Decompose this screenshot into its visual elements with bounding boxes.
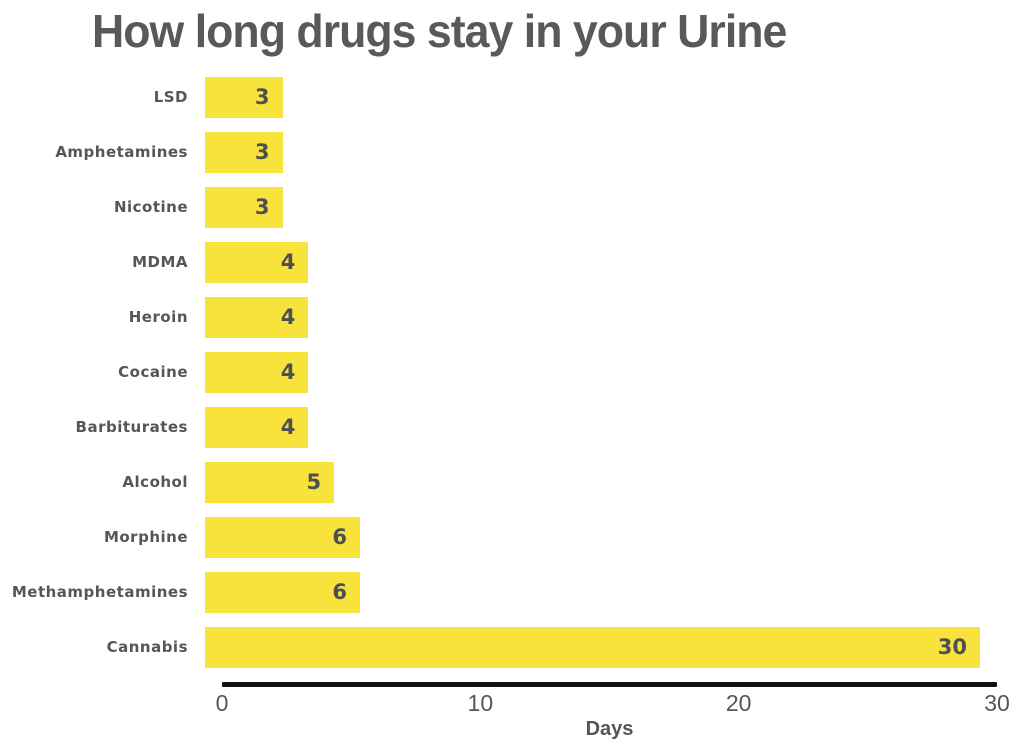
bar-row: Cannabis 30: [0, 626, 1024, 668]
bar-value-label: 5: [306, 470, 322, 495]
bar-track: 3: [205, 186, 980, 228]
category-label: Morphine: [103, 528, 188, 547]
bar-row: Alcohol 5: [0, 461, 1024, 503]
bar: 4: [205, 296, 309, 338]
category-label: Cannabis: [106, 638, 188, 657]
bar-row: LSD 3: [0, 76, 1024, 118]
category-label: Methamphetamines: [11, 583, 188, 602]
x-tick-label: 20: [725, 689, 752, 716]
category-label: Barbiturates: [75, 418, 188, 437]
bar-value-label: 6: [332, 525, 347, 550]
bar-rows: LSD 3 Amphetamines 3 Nicotine 3 MDMA 4 H…: [0, 76, 1024, 668]
bar-row: Cocaine 4: [0, 351, 1024, 393]
chart-title: How long drugs stay in your Urine: [92, 5, 787, 57]
category-label: Cocaine: [118, 363, 188, 382]
bar: 3: [205, 76, 283, 118]
bar-track: 5: [205, 461, 980, 503]
category-label: LSD: [153, 88, 188, 107]
category-label: Nicotine: [113, 198, 188, 217]
x-tick-label: 0: [215, 689, 229, 716]
bar-value-label: 3: [254, 195, 270, 220]
bar-row: MDMA 4: [0, 241, 1024, 283]
bar-value-label: 4: [280, 305, 296, 330]
bar-value-label: 3: [254, 140, 270, 165]
x-axis-ticks: 0 10 20 30: [216, 689, 1010, 718]
bar-value-label: 6: [332, 580, 347, 605]
bar-track: 6: [205, 516, 980, 558]
category-label: Alcohol: [122, 473, 188, 492]
bar-row: Nicotine 3: [0, 186, 1024, 228]
bar-row: Morphine 6: [0, 516, 1024, 558]
x-tick-label: 30: [984, 689, 1010, 716]
bar-track: 4: [205, 406, 980, 448]
bar-value-label: 4: [280, 360, 296, 385]
bar: 6: [205, 516, 360, 558]
bar-chart: How long drugs stay in your Urine LSD 3 …: [0, 6, 1024, 743]
category-label: MDMA: [132, 253, 188, 272]
bar-row: Barbiturates 4: [0, 406, 1024, 448]
bar-row: Methamphetamines 6: [0, 571, 1024, 613]
bar: 4: [205, 406, 309, 448]
bar: 3: [205, 186, 283, 228]
bar-track: 3: [205, 76, 980, 118]
bar-track: 4: [205, 241, 980, 283]
bar: 4: [205, 241, 309, 283]
x-axis-line: [222, 681, 997, 687]
bar-value-label: 30: [937, 635, 967, 660]
x-tick-label: 10: [467, 689, 494, 716]
bar-track: 30: [205, 626, 980, 668]
bar-row: Amphetamines 3: [0, 131, 1024, 173]
bar-row: Heroin 4: [0, 296, 1024, 338]
bar: 5: [205, 461, 335, 503]
bar-track: 4: [205, 351, 980, 393]
bar: 6: [205, 571, 360, 613]
bar-value-label: 4: [280, 250, 296, 275]
category-label: Amphetamines: [55, 143, 188, 162]
x-axis-label: Days: [585, 717, 634, 740]
bar: 3: [205, 131, 283, 173]
category-label: Heroin: [128, 308, 188, 327]
bar-track: 3: [205, 131, 980, 173]
bar-value-label: 3: [254, 85, 270, 110]
bar: 30: [205, 626, 980, 668]
bar-track: 4: [205, 296, 980, 338]
bar-value-label: 4: [280, 415, 296, 440]
bar-track: 6: [205, 571, 980, 613]
bar: 4: [205, 351, 309, 393]
